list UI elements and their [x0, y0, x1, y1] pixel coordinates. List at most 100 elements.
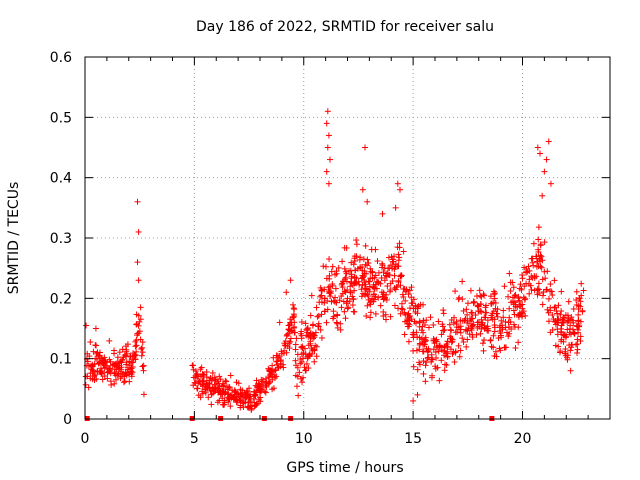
data-point — [419, 323, 426, 330]
data-point — [372, 246, 379, 253]
data-point — [410, 363, 417, 370]
data-point — [515, 312, 522, 319]
data-point — [478, 308, 485, 315]
data-point — [87, 370, 94, 377]
data-point — [479, 340, 486, 347]
data-point — [356, 281, 363, 288]
data-point — [323, 319, 330, 326]
data-point — [313, 353, 320, 360]
data-point — [288, 327, 295, 334]
data-point — [524, 268, 531, 275]
data-point — [573, 301, 580, 308]
data-point — [258, 376, 265, 383]
data-point — [323, 168, 330, 175]
data-point — [510, 301, 517, 308]
data-point — [535, 236, 542, 243]
data-point — [551, 318, 558, 325]
data-point — [358, 286, 365, 293]
data-point — [531, 274, 538, 281]
data-point — [217, 376, 224, 383]
data-point — [399, 306, 406, 313]
data-point — [136, 328, 143, 335]
data-point — [378, 289, 385, 296]
data-point — [341, 276, 348, 283]
data-point — [317, 326, 324, 333]
data-point — [310, 346, 317, 353]
data-point — [457, 323, 464, 330]
data-point — [482, 314, 489, 321]
data-point — [301, 364, 308, 371]
data-point — [483, 309, 490, 316]
data-point — [477, 301, 484, 308]
x-tick-label: 0 — [81, 431, 90, 447]
x-axis-label: GPS time / hours — [286, 460, 403, 476]
data-point — [384, 283, 391, 290]
data-point — [367, 309, 374, 316]
data-point — [313, 343, 320, 350]
data-point — [573, 297, 580, 304]
data-point — [93, 375, 100, 382]
data-point — [567, 367, 574, 374]
data-point — [93, 342, 100, 349]
data-point — [367, 314, 374, 321]
data-point — [562, 352, 569, 359]
data-point — [469, 309, 476, 316]
data-point — [406, 305, 413, 312]
data-point — [114, 354, 121, 361]
data-point — [267, 370, 274, 377]
data-point — [442, 361, 449, 368]
data-point — [535, 263, 542, 270]
data-point — [506, 324, 513, 331]
data-point — [389, 265, 396, 272]
data-point — [106, 366, 113, 373]
data-point — [457, 347, 464, 354]
data-point — [217, 391, 224, 398]
data-point — [435, 348, 442, 355]
data-point — [519, 271, 526, 278]
data-point — [324, 108, 331, 115]
data-point — [538, 264, 545, 271]
data-point — [234, 399, 241, 406]
data-point — [214, 399, 221, 406]
data-point — [140, 391, 147, 398]
data-point — [294, 351, 301, 358]
data-point — [549, 326, 556, 333]
data-point — [199, 390, 206, 397]
data-point — [428, 358, 435, 365]
data-point — [412, 308, 419, 315]
data-point — [474, 302, 481, 309]
data-point — [534, 144, 541, 151]
data-point — [121, 373, 128, 380]
data-point — [476, 287, 483, 294]
data-point — [521, 264, 528, 271]
data-point — [395, 277, 402, 284]
data-point — [121, 352, 128, 359]
data-point — [455, 342, 462, 349]
data-point — [412, 320, 419, 327]
data-point — [328, 298, 335, 305]
data-point — [291, 329, 298, 336]
data-point — [474, 324, 481, 331]
data-point — [224, 384, 231, 391]
data-point — [558, 322, 565, 329]
data-point — [305, 342, 312, 349]
data-point — [253, 377, 260, 384]
data-point — [414, 391, 421, 398]
data-point — [515, 339, 522, 346]
data-point — [522, 269, 529, 276]
data-point — [102, 358, 109, 365]
data-point — [123, 359, 130, 366]
data-point — [414, 366, 421, 373]
data-point — [341, 288, 348, 295]
data-point — [350, 261, 357, 268]
data-point — [516, 285, 523, 292]
data-point — [133, 348, 140, 355]
data-point — [292, 357, 299, 364]
data-point — [405, 291, 412, 298]
data-point — [283, 332, 290, 339]
data-point — [296, 369, 303, 376]
data-point — [254, 387, 261, 394]
data-point — [140, 362, 147, 369]
data-point — [219, 380, 226, 387]
data-point — [528, 286, 535, 293]
